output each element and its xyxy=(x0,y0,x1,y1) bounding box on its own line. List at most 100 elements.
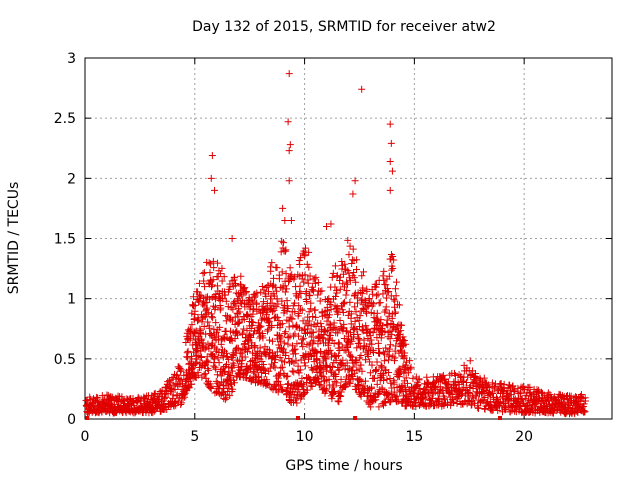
data-point xyxy=(263,327,271,335)
data-point xyxy=(500,380,508,388)
data-point xyxy=(333,289,341,297)
data-point xyxy=(475,404,483,412)
data-point xyxy=(210,353,218,361)
data-point xyxy=(274,300,282,308)
data-point xyxy=(281,330,289,338)
data-point xyxy=(378,363,386,371)
data-point xyxy=(377,316,385,324)
data-point xyxy=(343,287,351,295)
data-point xyxy=(251,341,259,349)
data-point xyxy=(388,327,396,335)
data-point xyxy=(287,272,295,280)
data-point xyxy=(227,304,235,312)
data-point xyxy=(352,278,360,286)
data-point xyxy=(285,70,293,78)
data-point xyxy=(488,379,496,387)
data-point xyxy=(304,279,312,287)
y-tick-label: 2.5 xyxy=(54,111,76,127)
data-point xyxy=(230,273,238,281)
data-point xyxy=(388,167,396,175)
data-point xyxy=(385,287,393,295)
data-point xyxy=(183,353,191,361)
data-point xyxy=(176,367,184,375)
data-point xyxy=(424,379,432,387)
data-point xyxy=(295,302,303,310)
data-point xyxy=(333,272,341,280)
data-point xyxy=(383,316,391,324)
data-point xyxy=(496,399,504,407)
data-point xyxy=(316,287,324,295)
data-point xyxy=(368,340,376,348)
data-point xyxy=(406,357,414,365)
data-point xyxy=(386,335,394,343)
data-point xyxy=(368,383,376,391)
data-point xyxy=(305,263,313,271)
data-point xyxy=(204,365,212,373)
data-point xyxy=(258,358,266,366)
data-point xyxy=(436,383,444,391)
data-point xyxy=(489,390,497,398)
data-point xyxy=(383,320,391,328)
y-tick-label: 0 xyxy=(67,412,76,428)
data-point xyxy=(580,407,588,415)
data-point xyxy=(345,269,353,277)
data-point xyxy=(290,368,298,376)
data-point xyxy=(209,257,217,265)
data-point xyxy=(404,369,412,377)
data-point xyxy=(172,401,180,409)
data-point xyxy=(373,309,381,317)
data-point xyxy=(339,308,347,316)
data-point xyxy=(494,406,502,414)
data-point xyxy=(389,253,397,261)
data-point xyxy=(291,308,299,316)
data-point xyxy=(212,377,220,385)
data-point xyxy=(307,299,315,307)
data-point xyxy=(414,381,422,389)
data-point xyxy=(375,403,383,411)
data-point xyxy=(203,304,211,312)
data-point xyxy=(397,346,405,354)
data-point xyxy=(230,361,238,369)
data-point xyxy=(423,373,431,381)
data-point xyxy=(390,256,398,264)
data-point xyxy=(386,157,394,165)
data-point xyxy=(370,300,378,308)
data-point xyxy=(379,272,387,280)
data-point xyxy=(278,237,286,245)
data-point xyxy=(286,264,294,272)
data-point xyxy=(415,375,423,383)
data-point xyxy=(268,308,276,316)
data-point xyxy=(283,285,291,293)
data-point xyxy=(274,313,282,321)
data-point xyxy=(218,277,226,285)
data-point xyxy=(203,353,211,361)
data-point xyxy=(245,301,253,309)
data-point xyxy=(334,397,342,405)
data-point xyxy=(206,269,214,277)
data-point xyxy=(328,273,336,281)
data-point xyxy=(182,339,190,347)
data-point xyxy=(400,336,408,344)
data-point xyxy=(344,366,352,374)
data-point xyxy=(289,322,297,330)
data-point xyxy=(318,372,326,380)
data-point xyxy=(384,356,392,364)
data-point xyxy=(353,294,361,302)
data-point xyxy=(222,297,230,305)
chart-title: Day 132 of 2015, SRMTID for receiver atw… xyxy=(192,19,496,35)
data-point xyxy=(376,299,384,307)
data-point xyxy=(228,367,236,375)
data-point xyxy=(204,318,212,326)
data-point xyxy=(292,357,300,365)
data-point xyxy=(379,370,387,378)
data-point xyxy=(285,147,293,155)
data-point xyxy=(325,348,333,356)
data-point xyxy=(373,292,381,300)
data-point xyxy=(200,277,208,285)
data-point xyxy=(207,174,215,182)
data-point xyxy=(270,274,278,282)
data-point xyxy=(279,386,287,394)
data-point xyxy=(266,295,274,303)
data-point xyxy=(190,328,198,336)
data-point xyxy=(229,350,237,358)
